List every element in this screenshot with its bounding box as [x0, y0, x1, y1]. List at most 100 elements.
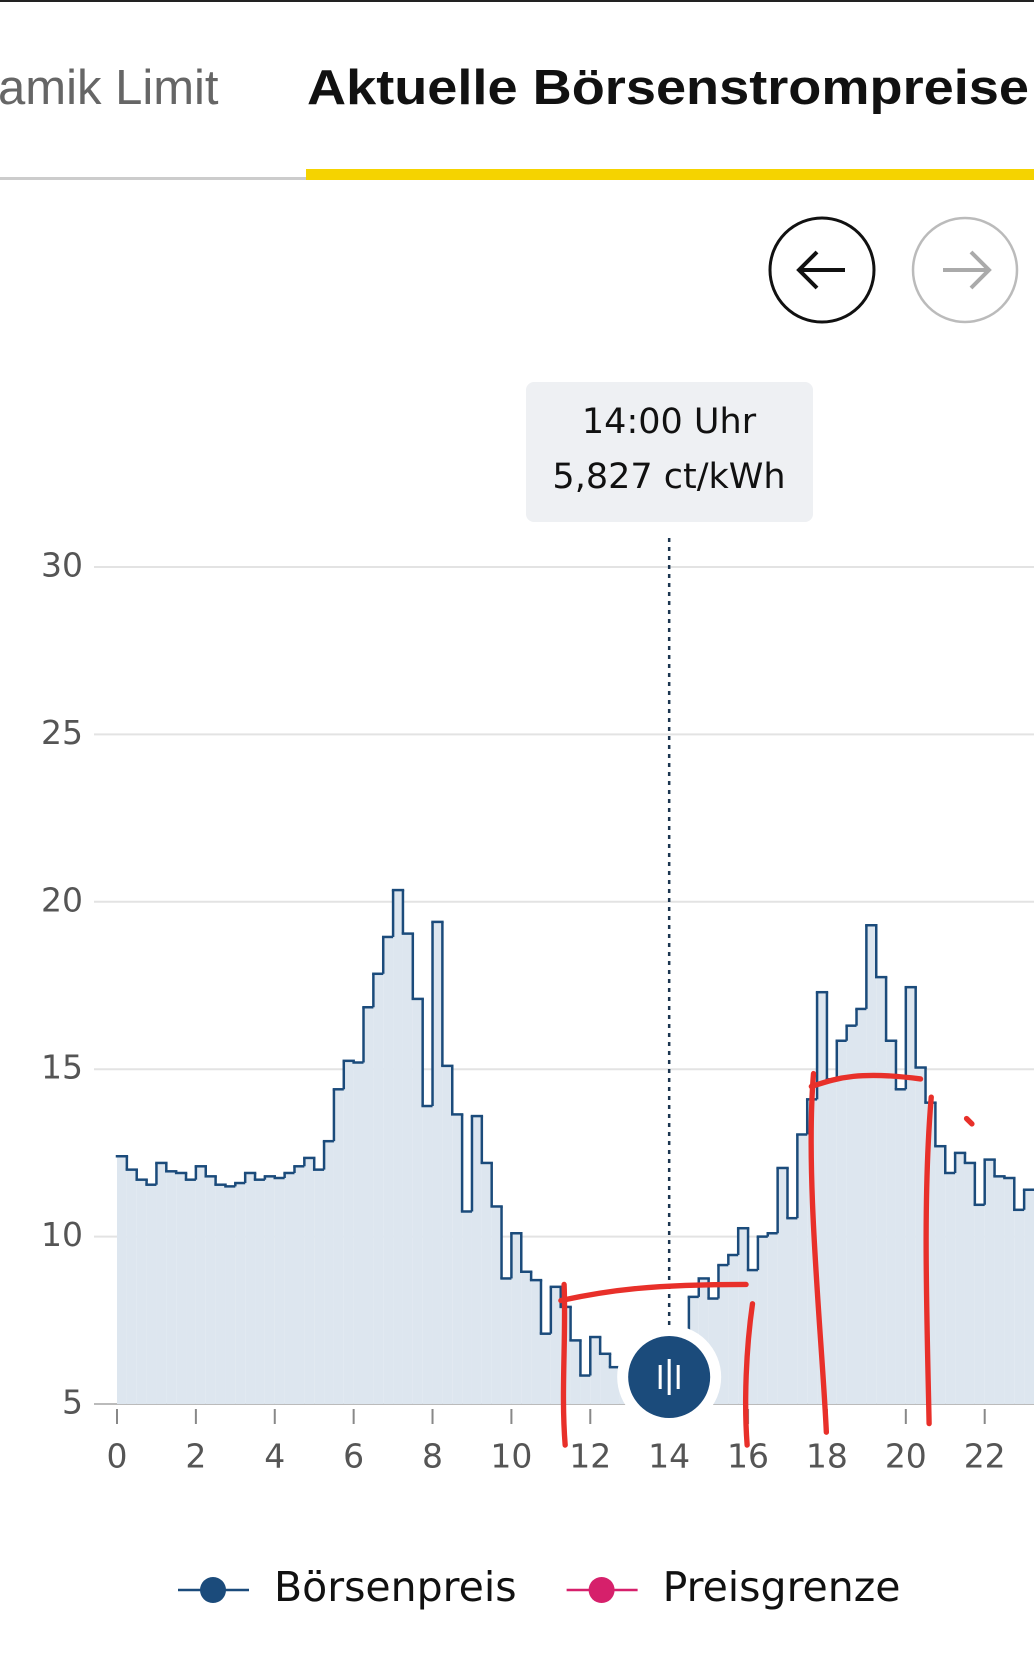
area-step — [136, 1179, 147, 1404]
tab-indicator — [306, 169, 1034, 180]
area-step — [511, 1233, 522, 1404]
tooltip-value: 5,827 ct/kWh — [552, 457, 785, 497]
area-step — [412, 998, 423, 1404]
area-step — [945, 1172, 956, 1404]
area-step — [846, 1025, 857, 1404]
x-tick-label: 22 — [964, 1437, 1006, 1476]
area-step — [442, 1065, 453, 1404]
area-step — [284, 1172, 295, 1404]
area-step — [728, 1255, 739, 1404]
area-step — [748, 1270, 758, 1404]
area-step — [176, 1172, 187, 1404]
area-step — [876, 977, 887, 1404]
area-step — [195, 1166, 206, 1404]
area-step — [501, 1278, 512, 1404]
area-step — [550, 1286, 561, 1404]
area-step — [235, 1183, 246, 1404]
area-step — [984, 1159, 995, 1404]
area-step — [531, 1280, 541, 1404]
x-tick-label: 6 — [343, 1437, 364, 1476]
x-tick-label: 18 — [806, 1437, 848, 1476]
arrow-left — [796, 250, 845, 290]
area-step — [146, 1184, 157, 1404]
area-step — [462, 1211, 472, 1404]
x-tick-label: 20 — [885, 1437, 927, 1476]
area-step — [521, 1271, 532, 1404]
area-step — [964, 1162, 975, 1404]
area-step — [856, 1008, 867, 1404]
area-step — [718, 1265, 729, 1404]
scribble — [560, 1281, 568, 1448]
area-step — [807, 1099, 818, 1404]
area-step — [905, 987, 916, 1404]
scribble — [963, 1115, 975, 1127]
legend: Börsenpreis Preisgrenze — [178, 1563, 900, 1611]
tab-active[interactable]: Aktuelle Börsenstrompreise — [307, 61, 1029, 115]
tooltip-box — [526, 382, 813, 522]
area-step — [383, 936, 394, 1404]
legend-dot — [588, 1577, 615, 1603]
area-step — [1024, 1189, 1034, 1404]
area-step — [738, 1228, 749, 1404]
scribble — [808, 1070, 830, 1435]
area-step — [866, 925, 877, 1404]
legend-label: Börsenpreis — [274, 1563, 517, 1611]
area-step — [610, 1367, 620, 1404]
scribble — [808, 1072, 924, 1090]
x-tick-label: 10 — [490, 1437, 532, 1476]
area-step — [540, 1333, 551, 1404]
area-step — [570, 1340, 581, 1404]
area-step — [205, 1176, 216, 1404]
y-tick-label: 25 — [41, 713, 83, 752]
area-step — [304, 1157, 315, 1404]
scribble — [742, 1301, 756, 1448]
tab-underline — [0, 177, 306, 180]
x-tick-label: 14 — [648, 1437, 690, 1476]
tooltip-time: 14:00 Uhr — [582, 402, 757, 442]
area-step — [452, 1114, 463, 1404]
top-border — [0, 0, 1034, 2]
area-step — [590, 1337, 601, 1404]
area-step — [886, 1040, 896, 1404]
scribble — [558, 1281, 749, 1304]
area-step — [580, 1375, 591, 1404]
area-step — [915, 1067, 926, 1404]
prev-button[interactable] — [768, 216, 876, 324]
y-tick-label: 15 — [41, 1048, 83, 1087]
area-step — [264, 1176, 275, 1404]
area-step — [600, 1353, 611, 1404]
area-step — [817, 992, 827, 1404]
area-step — [274, 1178, 285, 1404]
x-tick-label: 12 — [569, 1437, 611, 1476]
area-step — [777, 1167, 788, 1404]
area-step — [826, 1079, 837, 1404]
arrow-right — [943, 250, 992, 290]
area-step — [255, 1179, 265, 1404]
tab[interactable]: amik Limit — [0, 61, 219, 115]
area-step — [955, 1152, 965, 1404]
scribble — [923, 1094, 934, 1427]
area-step — [471, 1116, 482, 1404]
legend-dot — [200, 1577, 226, 1603]
area-step — [186, 1179, 196, 1404]
area-step — [757, 1236, 768, 1404]
area-step — [126, 1169, 137, 1404]
area-step — [974, 1204, 985, 1404]
x-tick-label: 4 — [264, 1437, 285, 1476]
legend-label: Preisgrenze — [663, 1563, 901, 1611]
y-tick-label: 20 — [41, 880, 83, 919]
area-step — [156, 1162, 167, 1404]
y-tick-label: 10 — [41, 1215, 83, 1254]
area-step — [314, 1169, 325, 1404]
area-step — [432, 921, 443, 1404]
next-button[interactable] — [911, 216, 1019, 324]
y-tick-label: 5 — [62, 1383, 83, 1422]
area-step — [1004, 1178, 1015, 1404]
x-tick-label: 8 — [422, 1437, 443, 1476]
area-step — [333, 1089, 344, 1404]
area-step — [166, 1171, 177, 1404]
x-tick-label: 0 — [107, 1437, 128, 1476]
y-tick-label: 30 — [41, 546, 83, 585]
area-step — [1014, 1209, 1025, 1404]
